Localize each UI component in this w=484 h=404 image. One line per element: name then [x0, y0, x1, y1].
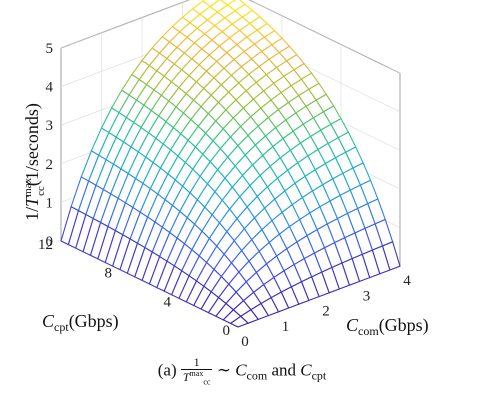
z-tick-label: 0 — [46, 234, 54, 250]
z-tick-label: 4 — [46, 80, 54, 96]
x-tick-label: 0 — [241, 334, 249, 350]
y-tick-label: 12 — [38, 237, 53, 253]
y-axis-label: Ccpt(Gbps) — [42, 311, 119, 334]
y-tick-label: 0 — [223, 323, 231, 339]
x-tick-label: 2 — [322, 304, 330, 320]
surface-mesh — [60, 0, 401, 328]
surface-cell — [229, 315, 250, 328]
x-axis-label: Ccom(Gbps) — [346, 315, 429, 338]
z-tick-label: 5 — [46, 41, 54, 57]
y-tick-label: 8 — [105, 266, 113, 282]
z-tick-label: 1 — [46, 195, 54, 211]
y-tick-label: 4 — [164, 294, 172, 310]
x-tick-label: 4 — [403, 273, 411, 289]
z-tick-label: 2 — [46, 157, 54, 173]
z-axis-label: 1/Tmaxcc(1/seconds) — [22, 103, 47, 221]
x-tick-label: 3 — [363, 288, 371, 304]
grid-line — [248, 0, 401, 74]
x-tick-label: 1 — [282, 319, 290, 335]
z-tick-label: 3 — [46, 118, 54, 134]
caption-fraction: 1 Tmaxcc — [180, 355, 213, 387]
figure-caption: (a) 1 Tmaxcc ∼ Ccom and Ccpt — [157, 355, 327, 387]
